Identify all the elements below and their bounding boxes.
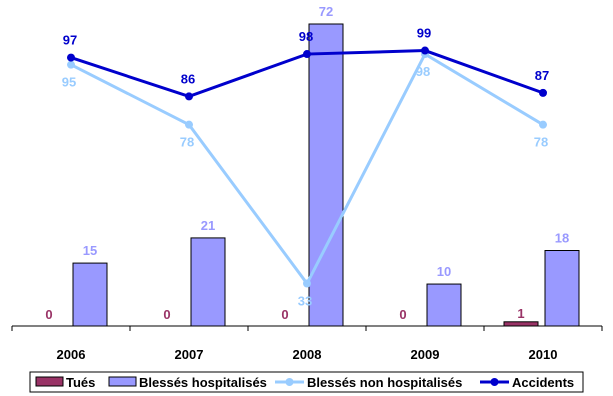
- bar-hospitalises: [426, 283, 462, 327]
- data-label-accidents: 98: [299, 29, 313, 44]
- accidents-point: [421, 46, 429, 55]
- data-label-non-hospitalises: 98: [416, 64, 430, 79]
- bar-hospitalises: [308, 23, 344, 327]
- data-label-hospitalises: 18: [555, 231, 569, 246]
- non-hospitalises-point: [185, 120, 193, 129]
- plot-area: 2006 0 15 2007 0 21 2008 0 72 2009 0 10 2010 1 18 95 78 3…: [11, 4, 603, 362]
- legend-label: Accidents: [512, 375, 574, 390]
- legend-marker: [285, 378, 294, 386]
- data-label-tues: 0: [281, 307, 288, 322]
- data-label-tues: 1: [517, 306, 524, 321]
- legend-label: Tués: [66, 375, 95, 390]
- data-label-accidents: 97: [63, 33, 77, 48]
- non-hospitalises-point: [67, 60, 75, 69]
- accidents-point: [539, 88, 547, 97]
- x-tick-label: 2008: [293, 347, 322, 362]
- bar-hospitalises: [190, 237, 226, 327]
- x-tick-label: 2010: [529, 347, 558, 362]
- data-label-accidents: 99: [417, 26, 431, 41]
- legend: Tués Blessés hospitalisés Blessés non hosp…: [29, 371, 584, 393]
- non-hospitalises-point: [539, 120, 547, 129]
- data-label-non-hospitalises: 33: [298, 294, 312, 309]
- bar-hospitalises: [544, 250, 580, 327]
- x-tick-label: 2007: [175, 347, 204, 362]
- data-label-tues: 0: [399, 307, 406, 322]
- legend-swatch: [35, 376, 64, 387]
- data-label-hospitalises: 72: [319, 4, 333, 19]
- accidents-point: [67, 53, 75, 62]
- non-hospitalises-point: [303, 279, 311, 288]
- x-tick-label: 2006: [57, 347, 86, 362]
- legend-label: Blessés hospitalisés: [139, 375, 267, 390]
- data-label-hospitalises: 21: [201, 218, 215, 233]
- data-label-accidents: 86: [181, 71, 195, 86]
- data-label-hospitalises: 15: [83, 243, 97, 258]
- data-label-hospitalises: 10: [437, 264, 451, 279]
- legend-swatch: [108, 376, 137, 387]
- bar-tues: [503, 321, 539, 327]
- legend-marker: [490, 378, 499, 386]
- data-label-non-hospitalises: 78: [534, 135, 548, 150]
- bar-hospitalises: [72, 262, 108, 327]
- data-label-tues: 0: [163, 307, 170, 322]
- data-label-accidents: 87: [535, 68, 549, 83]
- accidents-point: [303, 50, 311, 59]
- non-hospitalises-line: [70, 51, 544, 287]
- data-label-non-hospitalises: 95: [62, 75, 76, 90]
- x-tick-label: 2009: [411, 347, 440, 362]
- legend-label: Blessés non hospitalisés: [307, 375, 462, 390]
- legend-box: [29, 371, 584, 393]
- data-label-tues: 0: [45, 307, 52, 322]
- accidents-point: [185, 92, 193, 101]
- data-label-non-hospitalises: 78: [180, 135, 194, 150]
